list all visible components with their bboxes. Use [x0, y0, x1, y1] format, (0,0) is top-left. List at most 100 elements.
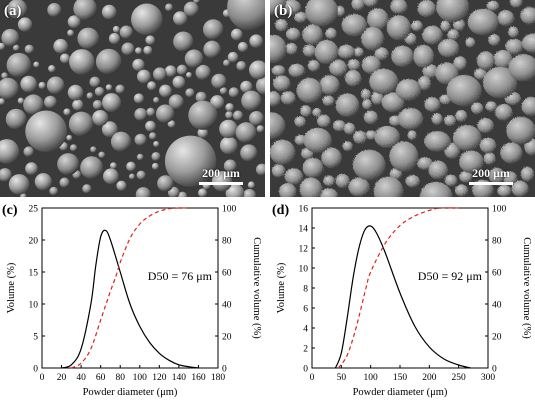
powder-particle — [115, 84, 125, 94]
powder-particle — [486, 0, 500, 12]
powder-particle — [136, 153, 144, 161]
powder-particle — [57, 153, 80, 176]
powder-particle — [314, 39, 339, 65]
chart-c-x-tick-label: 20 — [57, 373, 67, 383]
powder-particle — [271, 65, 286, 76]
powder-particle — [453, 56, 467, 71]
powder-particle — [312, 107, 322, 117]
powder-particle — [165, 3, 173, 12]
powder-particle — [335, 173, 350, 189]
powder-particle — [33, 61, 40, 68]
powder-particle — [307, 59, 320, 72]
powder-particle — [92, 99, 103, 110]
powder-particle — [131, 3, 163, 35]
powder-particle — [500, 142, 523, 164]
powder-particle — [240, 144, 258, 162]
chart-d-x-tick-label: 100 — [364, 373, 379, 383]
powder-particle — [101, 121, 118, 138]
powder-particle — [241, 90, 262, 111]
powder-particle — [321, 147, 342, 169]
powder-particle — [249, 111, 264, 126]
powder-particle — [373, 176, 404, 197]
powder-particle — [193, 0, 200, 4]
powder-particle — [299, 177, 323, 197]
chart-d-panel-label: (d) — [272, 203, 289, 218]
powder-particle — [422, 25, 443, 45]
powder-particle — [417, 75, 432, 91]
powder-particle — [479, 137, 497, 154]
chart-d-y-tick-label: 4 — [303, 325, 308, 335]
powder-particle — [227, 51, 239, 63]
powder-particle — [0, 98, 5, 105]
powder-particle — [7, 0, 28, 20]
powder-particle — [395, 78, 422, 101]
powder-particle — [493, 50, 513, 69]
powder-particle — [476, 51, 495, 71]
powder-particle — [188, 100, 218, 130]
chart-d-x-tick-label: 250 — [452, 373, 467, 383]
powder-particle — [227, 0, 265, 32]
powder-particle — [508, 26, 519, 38]
chart-c-x-tick-label: 180 — [211, 373, 226, 383]
powder-particle — [341, 13, 367, 37]
chart-c-y-tick-label: 25 — [29, 205, 39, 215]
powder-particle — [467, 8, 499, 36]
powder-particle — [128, 173, 136, 180]
powder-particle — [323, 175, 335, 187]
powder-particle — [477, 118, 494, 134]
powder-particle — [121, 42, 135, 56]
powder-particle — [353, 47, 364, 58]
powder-particle — [303, 127, 332, 153]
chart-d-y-tick-label: 16 — [299, 205, 309, 215]
powder-particle — [110, 162, 117, 170]
panel-label-b: (b) — [274, 3, 293, 19]
powder-particle — [23, 94, 44, 115]
powder-particle — [225, 103, 234, 112]
chart-c: 0 20 40 60 80 100 120 140 160 180 0 5 10 15 20 25 0 20 40 6… — [0, 200, 265, 403]
powder-particle — [509, 0, 523, 8]
powder-particle — [471, 102, 484, 115]
powder-particle — [223, 59, 231, 67]
powder-particle — [237, 41, 249, 53]
powder-particle — [17, 97, 25, 105]
powder-particle — [143, 45, 153, 55]
powder-particle — [256, 125, 265, 133]
chart-c-y2-tick-label: 20 — [222, 333, 232, 343]
powder-particle — [5, 108, 27, 130]
powder-particle — [112, 25, 120, 33]
chart-d-y2-tick-label: 0 — [492, 365, 497, 375]
powder-particle — [302, 157, 324, 178]
powder-particle — [132, 58, 145, 71]
powder-particle — [447, 29, 460, 41]
chart-d-x-tick-label: 150 — [393, 373, 408, 383]
powder-particle — [428, 160, 448, 180]
powder-particle — [437, 38, 460, 58]
powder-particle — [145, 35, 156, 45]
chart-c-svg: 0 20 40 60 80 100 120 140 160 1800510152025020406… — [2, 203, 262, 398]
powder-particle — [94, 86, 105, 97]
powder-particle — [381, 92, 405, 113]
scale-bar-b: 200 μm — [469, 166, 513, 185]
powder-particle — [38, 81, 46, 90]
powder-particle — [485, 101, 497, 112]
powder-particle — [116, 180, 127, 191]
powder-particle — [236, 60, 247, 71]
powder-particle — [521, 96, 535, 116]
powder-particle — [369, 68, 399, 95]
powder-particle — [255, 163, 265, 176]
chart-c-d50-annotation: D50 = 76 μm — [148, 269, 213, 283]
powder-particle — [219, 119, 238, 139]
powder-particle — [67, 29, 74, 37]
powder-particle — [482, 66, 518, 99]
powder-particle — [465, 37, 476, 48]
powder-particle — [280, 91, 296, 105]
chart-c-volume-distribution-line — [61, 229, 199, 369]
powder-particle — [185, 72, 192, 79]
powder-particle — [443, 115, 457, 127]
powder-particle — [195, 91, 207, 103]
powder-particle — [452, 125, 482, 151]
powder-particle — [440, 20, 451, 32]
powder-particle — [488, 34, 501, 46]
powder-particle — [424, 97, 441, 112]
powder-particle — [77, 27, 100, 50]
